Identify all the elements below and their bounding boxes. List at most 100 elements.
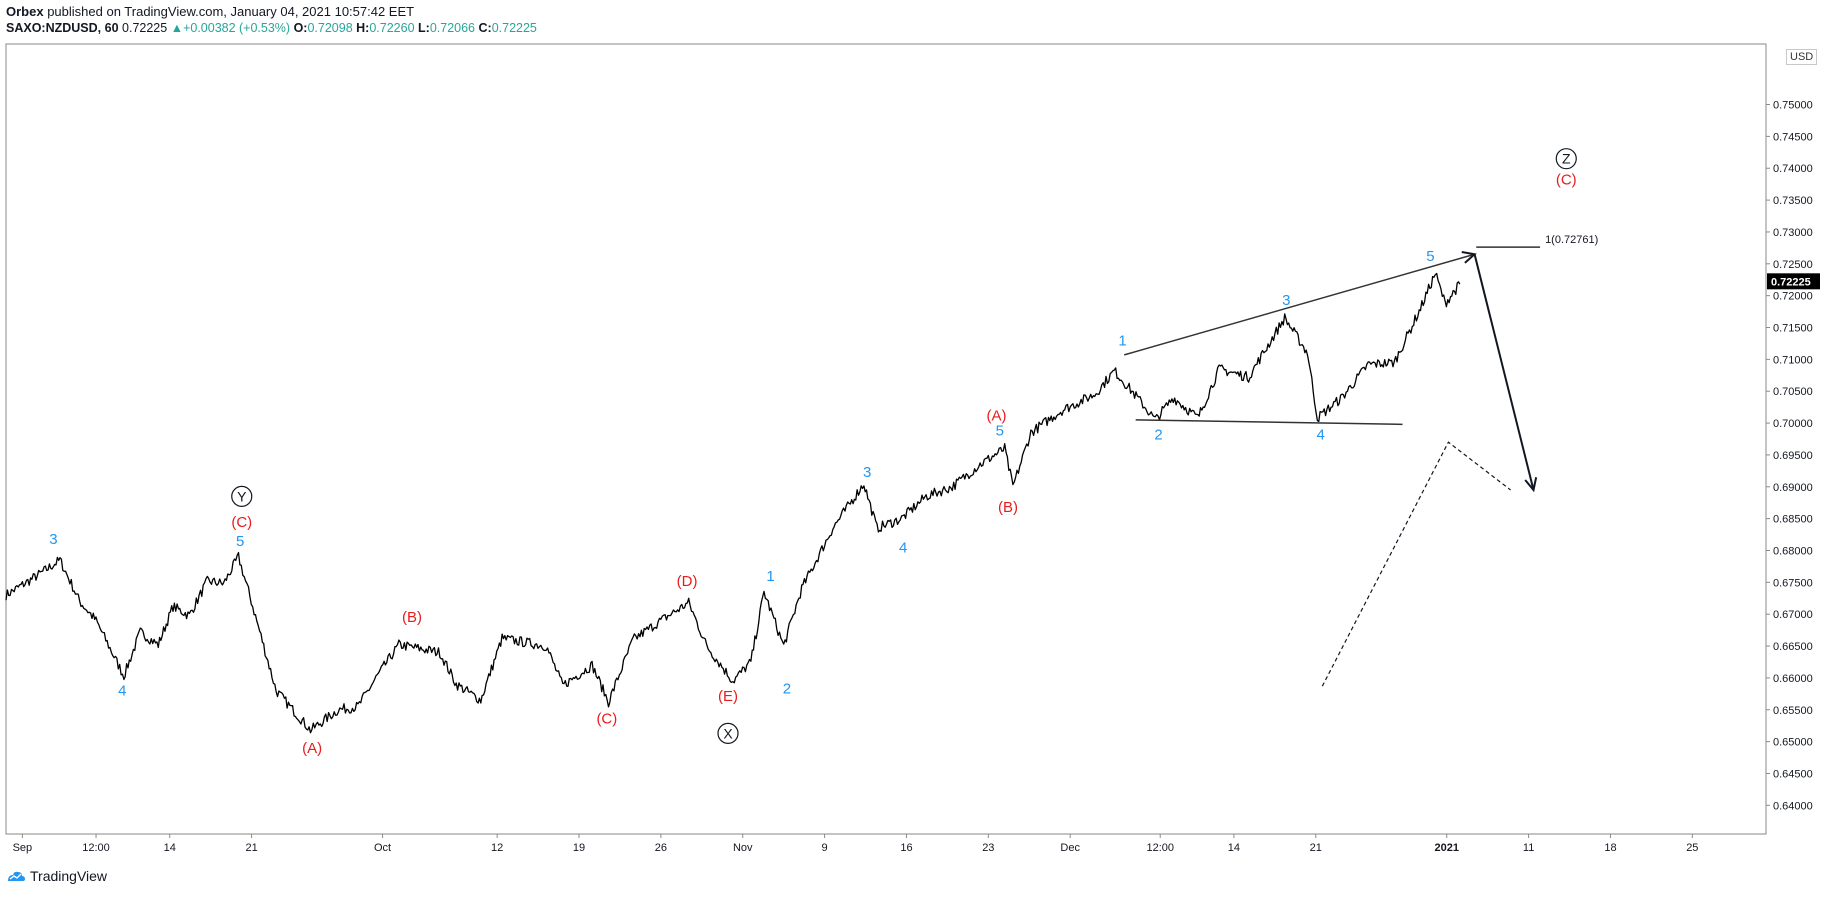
wave-label: 1 xyxy=(766,568,774,585)
wave-label: 4 xyxy=(899,539,907,556)
price-change: +0.00382 (+0.53%) xyxy=(183,21,291,35)
price-tick-label: 0.71000 xyxy=(1773,354,1813,366)
time-tick-label: Nov xyxy=(733,842,753,854)
low-value: 0.72066 xyxy=(429,21,476,35)
wave-label: (D) xyxy=(677,573,698,590)
time-tick-label: 12 xyxy=(491,842,503,854)
target-level-label: 1(0.72761) xyxy=(1545,234,1598,246)
price-tick-label: 0.68500 xyxy=(1773,514,1813,526)
wave-label: 1 xyxy=(1118,332,1126,349)
circle-icon xyxy=(231,485,253,507)
price-tick-label: 0.69500 xyxy=(1773,450,1813,462)
circle-icon xyxy=(717,722,739,744)
circled-wave-label: X xyxy=(723,725,733,741)
price-tick-label: 0.67000 xyxy=(1773,609,1813,621)
price-tick-label: 0.72500 xyxy=(1773,259,1813,271)
time-tick-label: 12:00 xyxy=(82,842,110,854)
time-tick-label: 26 xyxy=(655,842,667,854)
price-tick-label: 0.73500 xyxy=(1773,195,1813,207)
open-value: 0.72098 xyxy=(307,21,353,35)
wave-label: 3 xyxy=(49,531,57,548)
time-tick-label: 14 xyxy=(164,842,176,854)
symbol-label[interactable]: SAXO:NZDUSD, 60 xyxy=(6,21,119,35)
price-tick-label: 0.74500 xyxy=(1773,131,1813,143)
price-tick-label: 0.69000 xyxy=(1773,482,1813,494)
price-tick-label: 0.72000 xyxy=(1773,291,1813,303)
time-tick-label: Dec xyxy=(1060,842,1080,854)
circled-wave-label: Z xyxy=(1562,151,1571,167)
wave-label: (A) xyxy=(302,740,322,757)
time-tick-label: 9 xyxy=(822,842,828,854)
wave-label: 4 xyxy=(118,683,126,700)
footer-brand[interactable]: TradingView xyxy=(6,868,107,884)
time-tick-label: 25 xyxy=(1686,842,1698,854)
low-label: L: xyxy=(418,21,430,35)
high-value: 0.72260 xyxy=(369,21,415,35)
close-label: C: xyxy=(478,21,492,35)
time-tick-label: 12:00 xyxy=(1146,842,1174,854)
wave-label: (C) xyxy=(596,711,617,728)
publisher-name[interactable]: Orbex xyxy=(6,4,44,19)
time-tick-label: 21 xyxy=(245,842,257,854)
wedge-arrowhead xyxy=(1461,251,1477,264)
price-tick-label: 0.65000 xyxy=(1773,737,1813,749)
wave-label: (A) xyxy=(987,407,1007,424)
price-tick-label: 0.64000 xyxy=(1773,800,1813,812)
wave-label: (C) xyxy=(1556,172,1577,189)
time-tick-label: Oct xyxy=(374,842,391,854)
wedge-upper-trendline[interactable] xyxy=(1124,253,1475,356)
price-tick-label: 0.70500 xyxy=(1773,386,1813,398)
time-tick-label: 16 xyxy=(900,842,912,854)
last-price: 0.72225 xyxy=(122,21,168,35)
price-tick-label: 0.65500 xyxy=(1773,705,1813,717)
wave-label: 5 xyxy=(236,533,244,550)
time-tick-label: 21 xyxy=(1310,842,1322,854)
wave-label: 5 xyxy=(996,423,1004,440)
time-tick-label: 14 xyxy=(1228,842,1240,854)
circle-icon xyxy=(1555,148,1577,170)
currency-label[interactable]: USD xyxy=(1786,49,1818,65)
wave-labels: 345(C)(A)(B)(C)(D)(E)1234(A)5(B)12345(C)… xyxy=(49,148,1577,757)
price-tick-label: 0.67500 xyxy=(1773,577,1813,589)
current-price-tag-bg xyxy=(1767,273,1820,290)
wave-label: (B) xyxy=(998,499,1018,516)
footer-brand-text: TradingView xyxy=(30,868,108,884)
price-axis[interactable]: 0.64000 0.64500 0.65000 0.65500 0.66000 0.665… xyxy=(1766,100,1813,813)
time-tick-label: 2021 xyxy=(1435,842,1459,854)
time-tick-label: 23 xyxy=(982,842,994,854)
wedge-lower-trendline[interactable] xyxy=(1135,419,1403,426)
chart-header: Orbex published on TradingView.com, Janu… xyxy=(6,4,537,36)
time-axis[interactable]: Sep 12:00 14 21 Oct 12 19 26 Nov 9 16 23 Dec 12:00 14 2… xyxy=(13,834,1699,854)
open-label: O: xyxy=(293,21,308,35)
tradingview-logo-icon xyxy=(8,871,25,881)
time-tick-label: 18 xyxy=(1604,842,1616,854)
projection-dashed-path[interactable] xyxy=(1321,441,1511,687)
close-value: 0.72225 xyxy=(491,21,537,35)
time-tick-label: 11 xyxy=(1523,842,1534,854)
price-tick-label: 0.66500 xyxy=(1773,641,1813,653)
current-price-tag-text: 0.72225 xyxy=(1771,276,1811,288)
price-tick-label: 0.71500 xyxy=(1773,323,1813,335)
up-arrow-icon: ▲ xyxy=(170,21,184,35)
wave-label: 3 xyxy=(863,464,871,481)
price-tick-label: 0.70000 xyxy=(1773,418,1813,430)
wave-label: 4 xyxy=(1317,427,1325,444)
time-tick-label: Sep xyxy=(13,842,33,854)
high-label: H: xyxy=(356,21,370,35)
wave-label: (C) xyxy=(231,514,252,531)
price-tick-label: 0.75000 xyxy=(1773,100,1813,112)
price-tick-label: 0.68000 xyxy=(1773,545,1813,557)
wave-label: 2 xyxy=(783,681,791,698)
wave-label: 5 xyxy=(1426,248,1434,265)
plot-area[interactable] xyxy=(5,43,1767,835)
price-tick-label: 0.64500 xyxy=(1773,768,1813,780)
wave-label: 3 xyxy=(1282,292,1290,309)
circled-wave-label: Y xyxy=(237,488,247,504)
time-tick-label: 19 xyxy=(573,842,585,854)
projection-arrowhead xyxy=(1524,477,1538,493)
wave-label: (E) xyxy=(718,688,738,705)
price-tick-label: 0.74000 xyxy=(1773,163,1813,175)
projection-arrow-line[interactable] xyxy=(1473,253,1535,491)
price-tick-label: 0.73000 xyxy=(1773,227,1813,239)
